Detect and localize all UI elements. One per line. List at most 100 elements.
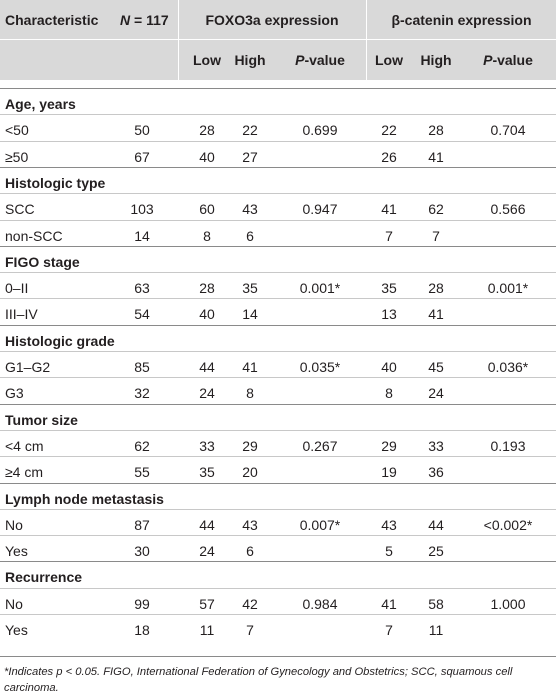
row-rule <box>0 377 556 378</box>
section-rule <box>0 325 556 326</box>
cell-foxo3a-low: 40 <box>199 149 215 165</box>
cell-foxo3a-low: 44 <box>199 517 215 533</box>
row-label: non-SCC <box>5 228 63 244</box>
cell-beta-low: 8 <box>385 385 393 401</box>
cell-beta-pvalue <box>466 227 550 245</box>
row-label: Yes <box>5 622 28 638</box>
cell-beta-high: 44 <box>428 517 444 533</box>
cell-beta-low: 5 <box>385 543 393 559</box>
section-title: Recurrence <box>5 569 83 585</box>
cell-foxo3a-high: 8 <box>246 385 254 401</box>
n-label: N <box>120 12 131 28</box>
cell-beta-high: 7 <box>432 228 440 244</box>
cell-n: 85 <box>134 359 150 375</box>
cell-beta-pvalue: <0.002* <box>483 517 533 533</box>
row-rule <box>0 141 556 142</box>
section-title: Age, years <box>5 96 76 112</box>
cell-n: 14 <box>134 228 150 244</box>
cell-foxo3a-low: 11 <box>199 622 215 638</box>
row-label: G3 <box>5 385 24 401</box>
section-title: Histologic grade <box>5 333 115 349</box>
cell-beta-high: 28 <box>428 122 444 138</box>
cell-beta-low: 29 <box>381 438 397 454</box>
cell-beta-pvalue <box>466 305 550 323</box>
row-rule <box>0 298 556 299</box>
section-rule <box>0 88 556 89</box>
cell-n: 103 <box>130 201 154 217</box>
row-label: <4 cm <box>5 438 44 454</box>
row-label: Yes <box>5 543 28 559</box>
footnote-p: p <box>56 666 63 678</box>
cell-n: 62 <box>134 438 150 454</box>
col-header-foxo3a-high: High <box>234 52 266 68</box>
p-label: P <box>295 52 305 68</box>
cell-foxo3a-pvalue: 0.035* <box>299 359 341 375</box>
col-header-beta-catenin: β-catenin expression <box>391 12 532 28</box>
cell-beta-low: 41 <box>381 201 397 217</box>
cell-foxo3a-low: 44 <box>199 359 215 375</box>
cell-foxo3a-pvalue: 0.984 <box>302 596 338 612</box>
row-rule <box>0 535 556 536</box>
cell-foxo3a-low: 24 <box>199 385 215 401</box>
section-rule <box>0 167 556 168</box>
cell-foxo3a-pvalue <box>280 227 360 245</box>
col-header-foxo3a-pvalue: P-value <box>280 51 360 69</box>
table-bottom-rule <box>0 656 556 657</box>
cell-foxo3a-high: 27 <box>242 149 258 165</box>
cell-foxo3a-pvalue: 0.947 <box>302 201 338 217</box>
cell-foxo3a-high: 6 <box>246 543 254 559</box>
cell-foxo3a-low: 33 <box>199 438 215 454</box>
cell-foxo3a-low: 57 <box>199 596 215 612</box>
cell-beta-low: 7 <box>385 622 393 638</box>
cell-beta-low: 7 <box>385 228 393 244</box>
cell-foxo3a-low: 24 <box>199 543 215 559</box>
cell-foxo3a-high: 42 <box>242 596 258 612</box>
p-label: P <box>483 52 493 68</box>
cell-foxo3a-high: 35 <box>242 280 258 296</box>
row-label: ≥4 cm <box>5 464 44 480</box>
cell-beta-pvalue <box>466 542 550 560</box>
header-row-2 <box>0 40 556 80</box>
row-rule <box>0 509 556 510</box>
col-header-beta-low: Low <box>375 52 403 68</box>
cell-beta-high: 33 <box>428 438 444 454</box>
row-rule <box>0 614 556 615</box>
cell-foxo3a-pvalue <box>280 384 360 402</box>
section-title: Tumor size <box>5 412 78 428</box>
row-label: SCC <box>5 201 35 217</box>
cell-beta-low: 35 <box>381 280 397 296</box>
cell-beta-pvalue: 0.704 <box>490 122 526 138</box>
cell-n: 87 <box>134 517 150 533</box>
row-rule <box>0 220 556 221</box>
cell-foxo3a-high: 41 <box>242 359 258 375</box>
cell-beta-high: 36 <box>428 464 444 480</box>
cell-beta-pvalue <box>466 463 550 481</box>
cell-beta-high: 11 <box>428 622 444 638</box>
cell-n: 99 <box>134 596 150 612</box>
cell-foxo3a-pvalue <box>280 463 360 481</box>
row-label: 0–II <box>5 280 29 296</box>
section-title: FIGO stage <box>5 254 80 270</box>
cell-beta-low: 41 <box>381 596 397 612</box>
cell-foxo3a-high: 20 <box>242 464 258 480</box>
cell-beta-low: 26 <box>381 149 397 165</box>
cell-beta-low: 43 <box>381 517 397 533</box>
cell-beta-high: 41 <box>428 149 444 165</box>
cell-foxo3a-high: 7 <box>246 622 254 638</box>
header-separator <box>366 0 367 80</box>
table-footnote: *Indicates p < 0.05. FIGO, International… <box>4 664 552 696</box>
cell-beta-low: 13 <box>381 306 397 322</box>
cell-foxo3a-low: 35 <box>199 464 215 480</box>
col-header-characteristic: Characteristic <box>5 12 99 28</box>
cell-foxo3a-high: 6 <box>246 228 254 244</box>
cell-n: 50 <box>134 122 150 138</box>
section-title: Histologic type <box>5 175 106 191</box>
cell-foxo3a-pvalue <box>280 148 360 166</box>
cell-beta-high: 62 <box>428 201 444 217</box>
cell-beta-pvalue: 0.193 <box>490 438 526 454</box>
cell-n: 30 <box>134 543 150 559</box>
cell-foxo3a-low: 28 <box>199 122 215 138</box>
cell-n: 55 <box>134 464 150 480</box>
cell-foxo3a-low: 60 <box>199 201 215 217</box>
header-row-1 <box>0 0 556 39</box>
